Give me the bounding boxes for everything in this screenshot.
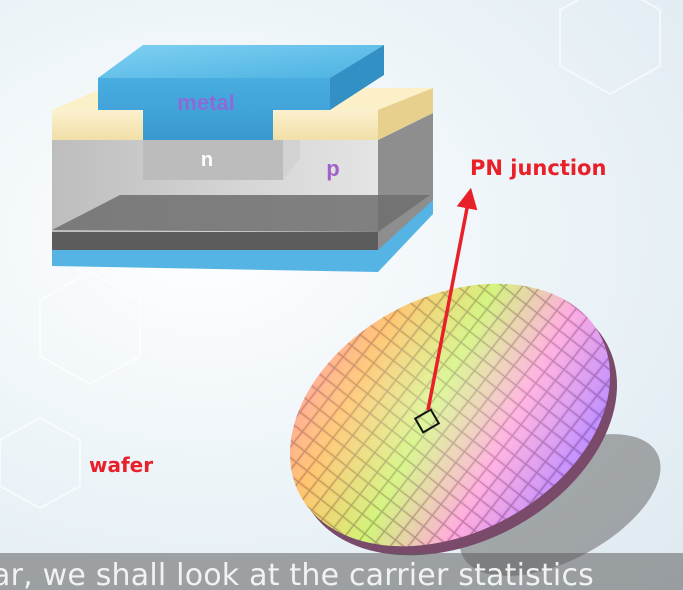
- pn-junction-arrow: [426, 187, 478, 411]
- metal-side-face: [330, 45, 384, 110]
- pn-junction-cross-section: metal n p: [52, 45, 433, 272]
- backside-layer: [52, 200, 433, 272]
- subtitle-bar: ar, we shall look at the carrier statist…: [0, 553, 683, 590]
- p-region-label: p: [326, 156, 339, 181]
- silicon-wafer: [260, 270, 661, 576]
- oxide-left-top: [52, 110, 143, 140]
- subtitle-text: ar, we shall look at the carrier statist…: [0, 558, 594, 590]
- metal-top-face: [98, 45, 384, 78]
- wafer-shadow: [459, 434, 661, 576]
- substrate-floor-front: [52, 232, 378, 250]
- selected-die-marker: [413, 408, 441, 434]
- metal-label: metal: [177, 90, 234, 115]
- n-region-label: n: [201, 149, 213, 171]
- pn-junction-label: PN junction: [470, 156, 607, 180]
- substrate-floor: [52, 195, 430, 232]
- wafer-label: wafer: [89, 453, 154, 477]
- oxide-right-top: [273, 110, 378, 140]
- oxide-right-side: [378, 88, 433, 140]
- wafer-highlight: [290, 283, 610, 547]
- n-region-inner: [143, 140, 283, 180]
- metal-front-face: [98, 78, 330, 140]
- background-hexagons: [0, 0, 660, 508]
